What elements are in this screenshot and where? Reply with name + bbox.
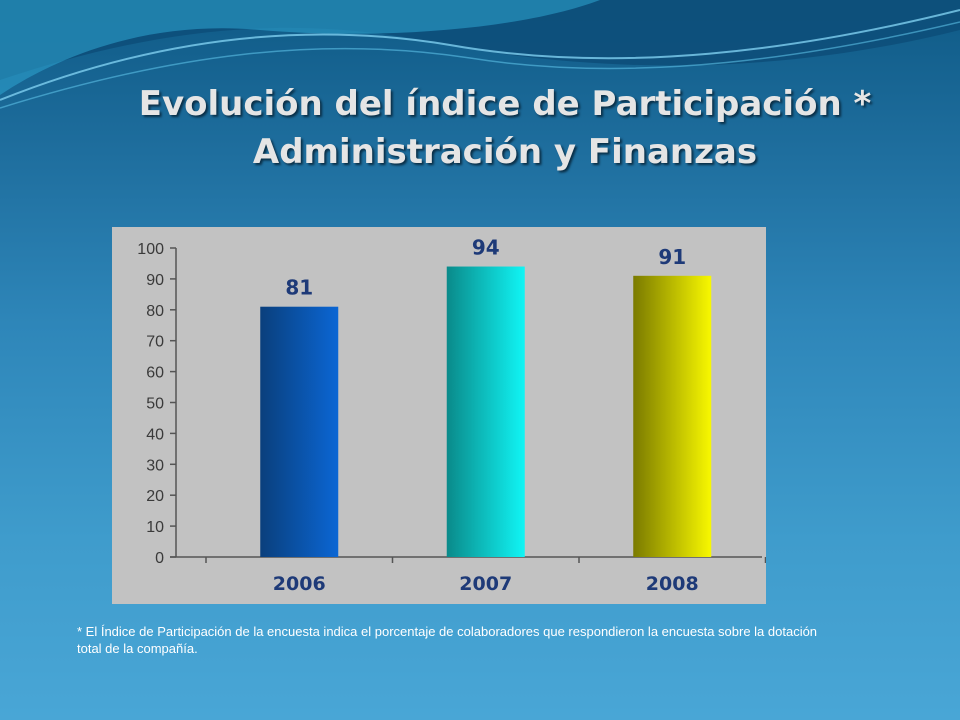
slide-title: Evolución del índice de Participación * … — [0, 80, 960, 176]
y-tick-label: 50 — [146, 396, 164, 413]
data-label-2007: 94 — [472, 236, 500, 260]
bar-2007 — [446, 266, 525, 557]
y-tick-label: 10 — [146, 519, 164, 536]
y-tick-label: 30 — [146, 457, 164, 474]
x-tick-label-2006: 2006 — [273, 573, 326, 595]
y-tick-label: 70 — [146, 334, 164, 351]
y-tick-label: 60 — [146, 365, 164, 382]
y-tick-label: 90 — [146, 272, 164, 289]
title-line-2: Administración y Finanzas — [252, 132, 758, 172]
bars — [260, 266, 712, 557]
bar-2006 — [260, 306, 339, 557]
title-line-1: Evolución del índice de Participación * — [138, 84, 872, 124]
footnote: * El Índice de Participación de la encue… — [77, 624, 818, 656]
y-tick-label: 40 — [146, 426, 164, 443]
wave-line-1 — [0, 9, 960, 101]
data-labels: 81 94 91 — [285, 236, 686, 300]
x-tick-label-2008: 2008 — [646, 573, 699, 595]
y-tick-label: 100 — [137, 241, 164, 258]
x-tick-label-2007: 2007 — [459, 573, 512, 595]
y-tick-label: 20 — [146, 488, 164, 505]
wave-line-2 — [0, 21, 960, 109]
y-tick-label: 80 — [146, 303, 164, 320]
y-axis: 0 10 20 30 40 50 60 70 80 90 100 — [137, 241, 177, 567]
data-label-2006: 81 — [285, 276, 313, 300]
y-tick-label: 0 — [155, 550, 164, 567]
wave-band-light — [0, 0, 600, 95]
bar-2008 — [633, 275, 712, 557]
data-label-2008: 91 — [658, 245, 686, 269]
bar-chart: 0 10 20 30 40 50 60 70 80 90 100 2006 2007 2008 81 94… — [112, 227, 766, 604]
